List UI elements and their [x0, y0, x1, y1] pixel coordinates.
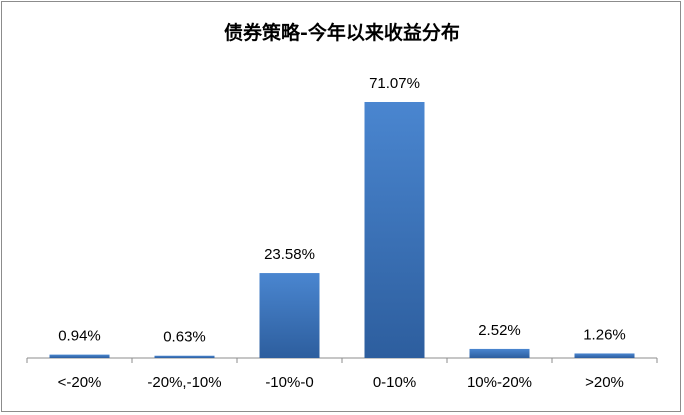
chart-title: 债券策略-今年以来收益分布 — [224, 22, 460, 44]
bar-3 — [364, 102, 425, 358]
data-label-5: 1.26% — [583, 326, 626, 343]
data-label-0: 0.94% — [58, 328, 101, 345]
labels-layer: 0.94% <-20% 0.63% -20%,-10% 23.58% -10%-0 71.0… — [58, 75, 626, 391]
ticks-layer — [26, 358, 658, 363]
x-tick-label-4: 10%-20% — [467, 374, 532, 391]
data-label-4: 2.52% — [478, 322, 521, 339]
bar-1 — [154, 355, 215, 358]
data-label-2: 23.58% — [264, 246, 315, 263]
x-tick-label-1: -20%,-10% — [147, 374, 221, 391]
bar-2 — [259, 273, 320, 358]
x-tick-label-3: 0-10% — [373, 374, 416, 391]
bar-5 — [574, 353, 635, 358]
bar-4 — [469, 348, 530, 358]
x-tick-label-2: -10%-0 — [265, 374, 313, 391]
data-label-1: 0.63% — [163, 329, 206, 346]
bar-0 — [49, 354, 110, 358]
x-tick-label-0: <-20% — [58, 374, 102, 391]
x-tick-label-5: >20% — [585, 374, 624, 391]
data-label-3: 71.07% — [369, 75, 420, 92]
bars-layer — [49, 102, 635, 358]
